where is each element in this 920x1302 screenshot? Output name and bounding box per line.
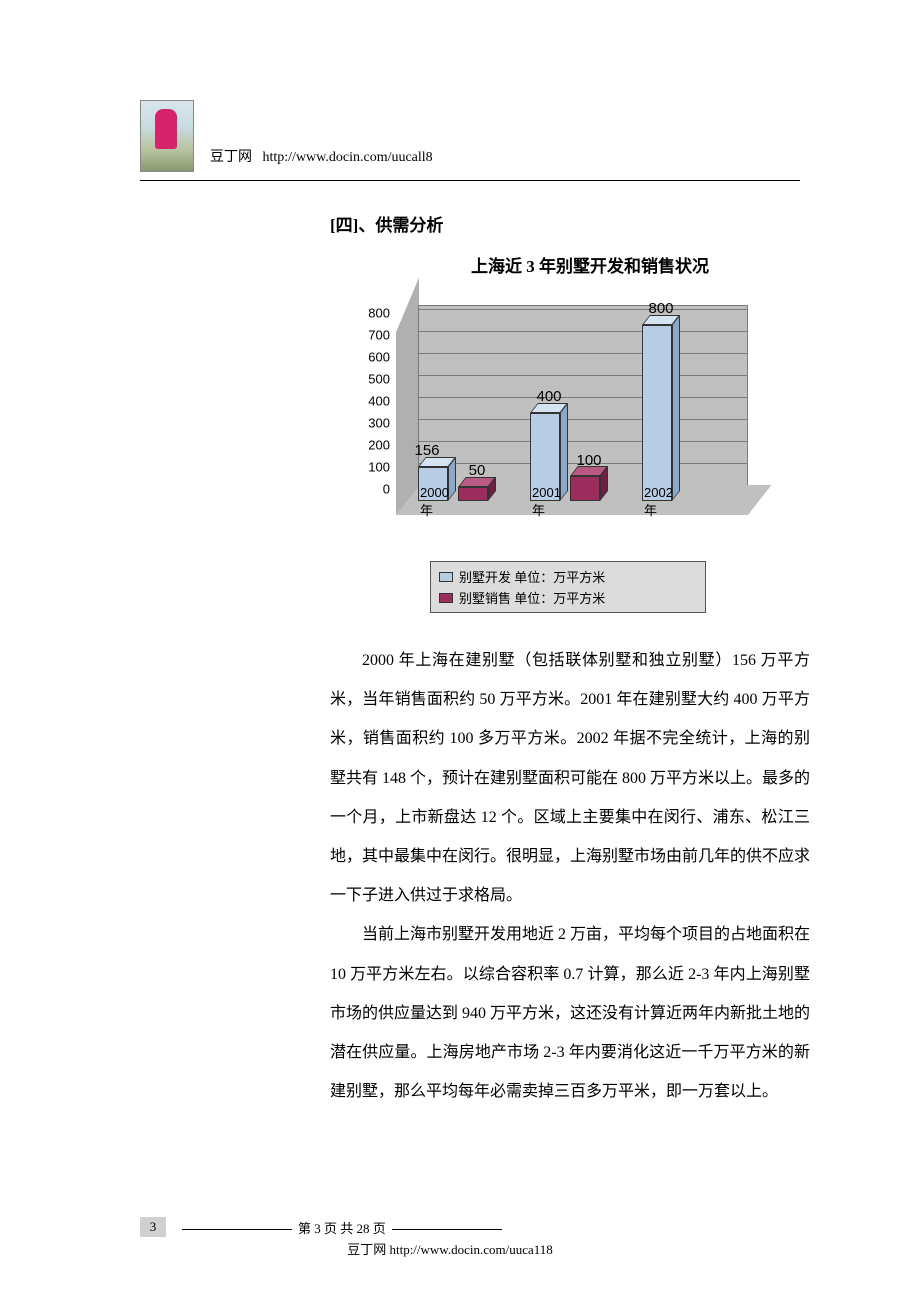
- x-label: 2001年: [532, 485, 561, 519]
- page-footer: 3 第 3 页 共 28 页 豆丁网 http://www.docin.com/…: [140, 1217, 760, 1258]
- chart-title: 上海近 3 年别墅开发和销售状况: [370, 252, 810, 277]
- ytick: 0: [383, 482, 390, 497]
- footer-page-text: 第 3 页 共 28 页: [176, 1218, 508, 1237]
- legend-swatch-sale: [439, 593, 453, 603]
- ytick: 800: [368, 306, 390, 321]
- ytick: 600: [368, 350, 390, 365]
- site-url[interactable]: http://www.docin.com/uucall8: [263, 150, 433, 165]
- section-title: [四]、供需分析: [330, 211, 810, 236]
- legend-text: 别墅销售 单位：万平方米: [459, 588, 605, 607]
- plot-area: 156 50 2000年: [396, 295, 748, 515]
- header: 豆丁网 http://www.docin.com/uucall8: [140, 100, 800, 172]
- value-label: 156: [406, 442, 448, 459]
- ytick: 300: [368, 416, 390, 431]
- site-name: 豆丁网: [210, 150, 252, 165]
- value-label: 400: [528, 388, 570, 405]
- avatar-thumbnail: [140, 100, 194, 172]
- header-divider: [140, 180, 800, 181]
- ytick: 700: [368, 328, 390, 343]
- paragraph: 当前上海市别墅开发用地近 2 万亩，平均每个项目的占地面积在 10 万平方米左右…: [330, 915, 810, 1111]
- x-label: 2002年: [644, 485, 673, 519]
- value-label: 100: [568, 452, 610, 469]
- ytick: 200: [368, 438, 390, 453]
- y-axis-labels: 0 100 200 300 400 500 600 700 800: [348, 295, 392, 515]
- x-label: 2000年: [420, 485, 449, 519]
- page-number-box: 3: [140, 1217, 166, 1237]
- ytick: 500: [368, 372, 390, 387]
- header-text: 豆丁网 http://www.docin.com/uucall8: [210, 146, 433, 172]
- legend-swatch-dev: [439, 572, 453, 582]
- paragraph: 2000 年上海在建别墅（包括联体别墅和独立别墅）156 万平方米，当年销售面积…: [330, 641, 810, 915]
- ytick: 100: [368, 460, 390, 475]
- body-text: 2000 年上海在建别墅（包括联体别墅和独立别墅）156 万平方米，当年销售面积…: [330, 641, 810, 1111]
- legend-text: 别墅开发 单位：万平方米: [459, 567, 605, 586]
- bar-chart: 0 100 200 300 400 500 600 700 800: [348, 295, 768, 613]
- footer-url[interactable]: http://www.docin.com/uuca118: [389, 1242, 552, 1257]
- value-label: 50: [456, 462, 498, 479]
- value-label: 800: [640, 300, 682, 317]
- footer-site-name: 豆丁网: [347, 1242, 386, 1257]
- ytick: 400: [368, 394, 390, 409]
- chart-legend: 别墅开发 单位：万平方米 别墅销售 单位：万平方米: [430, 561, 706, 613]
